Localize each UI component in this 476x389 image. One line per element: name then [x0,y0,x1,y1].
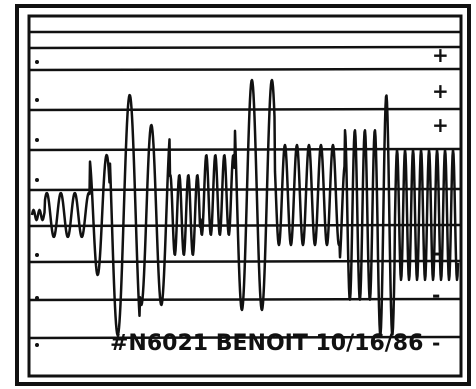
sketch: #N6021 BENOIT 10/16/86 + + + - - - [0,0,476,389]
right-mark: + [432,79,449,103]
right-mark: + [432,113,449,137]
right-mark: - [432,283,440,307]
right-mark: + [432,43,449,67]
right-mark: - [432,241,440,265]
right-mark: - [432,331,440,355]
caption: #N6021 BENOIT 10/16/86 [110,331,423,356]
